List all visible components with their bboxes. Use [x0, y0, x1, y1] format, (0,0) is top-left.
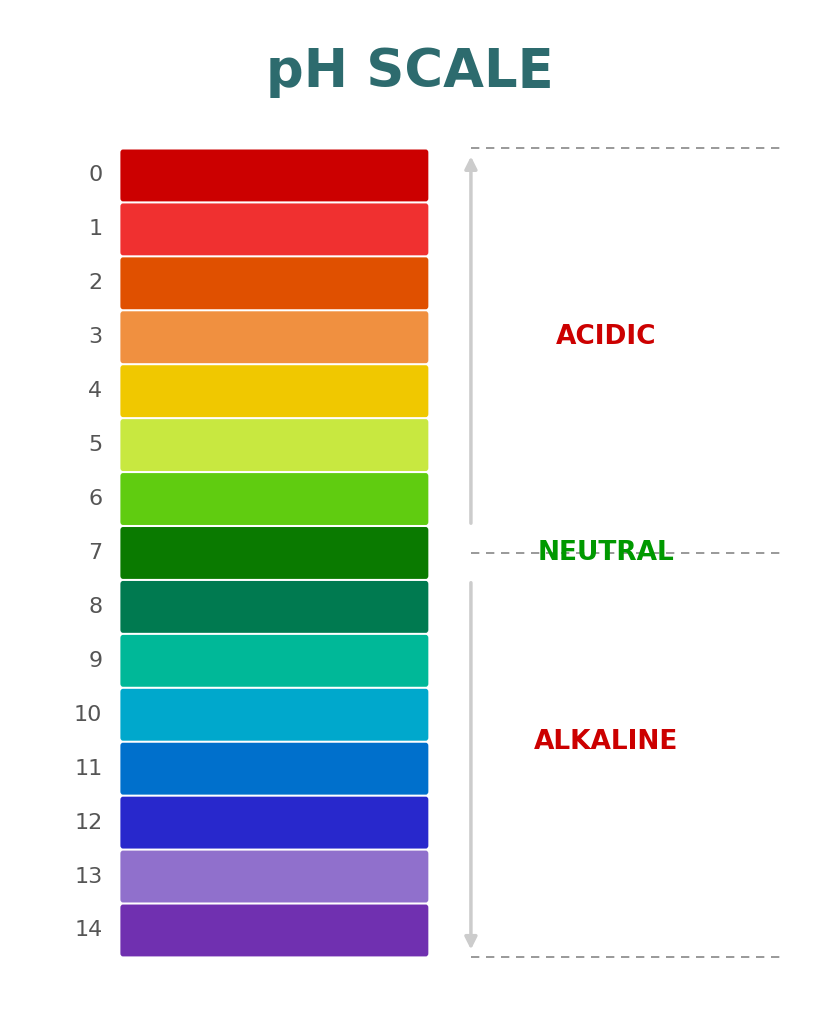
Text: 2: 2	[88, 273, 102, 293]
FancyBboxPatch shape	[120, 797, 428, 849]
FancyBboxPatch shape	[120, 742, 428, 795]
FancyBboxPatch shape	[120, 419, 428, 471]
FancyBboxPatch shape	[120, 689, 428, 740]
Text: 14: 14	[75, 921, 102, 940]
FancyBboxPatch shape	[120, 257, 428, 309]
Text: ALKALINE: ALKALINE	[534, 729, 678, 755]
FancyBboxPatch shape	[120, 851, 428, 902]
Text: 1: 1	[88, 219, 102, 240]
FancyBboxPatch shape	[120, 581, 428, 633]
FancyBboxPatch shape	[120, 150, 428, 202]
Text: 5: 5	[88, 435, 102, 455]
Text: 3: 3	[88, 328, 102, 347]
Text: 6: 6	[88, 489, 102, 509]
Text: 7: 7	[88, 543, 102, 563]
Text: pH SCALE: pH SCALE	[265, 46, 554, 97]
Text: ACIDIC: ACIDIC	[556, 325, 656, 350]
FancyBboxPatch shape	[120, 204, 428, 255]
FancyBboxPatch shape	[120, 635, 428, 687]
Text: 13: 13	[75, 866, 102, 887]
Text: NEUTRAL: NEUTRAL	[538, 540, 674, 566]
FancyBboxPatch shape	[120, 527, 428, 579]
Text: 12: 12	[75, 813, 102, 833]
Text: 8: 8	[88, 597, 102, 616]
FancyBboxPatch shape	[120, 311, 428, 364]
Text: 9: 9	[88, 651, 102, 671]
Text: 4: 4	[88, 381, 102, 401]
Text: 11: 11	[75, 759, 102, 778]
FancyBboxPatch shape	[120, 473, 428, 525]
FancyBboxPatch shape	[120, 904, 428, 956]
Text: 0: 0	[88, 166, 102, 185]
Text: 10: 10	[74, 705, 102, 725]
FancyBboxPatch shape	[120, 366, 428, 417]
